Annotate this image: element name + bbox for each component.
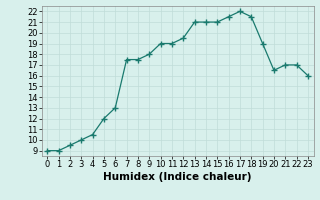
X-axis label: Humidex (Indice chaleur): Humidex (Indice chaleur) [103, 172, 252, 182]
